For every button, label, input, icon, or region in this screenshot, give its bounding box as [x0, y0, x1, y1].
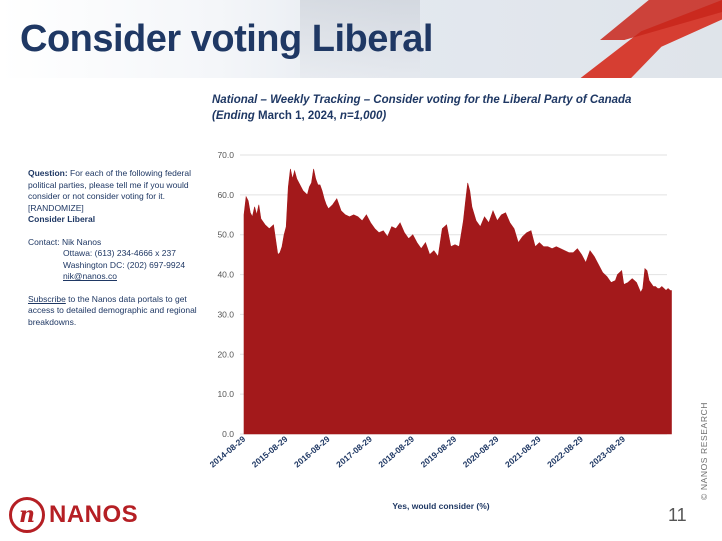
question-bold: Consider Liberal	[28, 214, 96, 224]
y-tick-label: 50.0	[217, 230, 234, 240]
chart-title: National – Weekly Tracking – Consider vo…	[212, 92, 631, 124]
x-tick-label: 2021-08-29	[503, 434, 543, 470]
x-axis-label: Yes, would consider (%)	[392, 501, 489, 511]
x-tick-label: 2017-08-29	[334, 434, 374, 470]
logo-text: NANOS	[49, 501, 139, 528]
y-tick-label: 60.0	[217, 190, 234, 200]
page-number: 11	[668, 505, 687, 525]
x-tick-label: 2023-08-29	[587, 434, 627, 470]
x-tick-label: 2016-08-29	[292, 434, 332, 470]
subscribe-link[interactable]: Subscribe	[28, 293, 66, 304]
y-tick-label: 40.0	[217, 270, 234, 280]
logo-mark: n	[9, 497, 45, 533]
x-tick-label: 2022-08-29	[545, 434, 585, 470]
subscribe-block: Subscribe to the Nanos data portals to g…	[28, 294, 203, 329]
chart-title-ending: (Ending	[212, 110, 258, 122]
page-title: Consider voting Liberal	[20, 18, 433, 60]
y-tick-label: 70.0	[217, 150, 234, 160]
question-text: For each of the following federal politi…	[28, 168, 191, 213]
question-label: Question:	[28, 168, 68, 178]
chart-title-sample: n=1,000)	[339, 110, 387, 122]
contact-washington: Washington DC: (202) 697-9924	[63, 259, 186, 270]
chart-title-line2: (Ending March 1, 2024, n=1,000)	[212, 108, 631, 124]
x-tick-label: 2020-08-29	[461, 434, 501, 470]
subscribe-text: to the Nanos data portals to get access …	[28, 293, 197, 327]
nanos-logo: n NANOS	[9, 497, 138, 533]
x-tick-label: 2019-08-29	[419, 434, 459, 470]
question-block: Question: For each of the following fede…	[28, 168, 203, 214]
question-panel: Question: For each of the following fede…	[28, 168, 203, 328]
y-tick-label: 0.0	[222, 429, 234, 439]
y-tick-label: 10.0	[217, 389, 234, 399]
x-tick-label: 2014-08-29	[208, 434, 248, 470]
y-tick-label: 30.0	[217, 309, 234, 319]
contact-label: Contact: Nik Nanos	[28, 236, 102, 247]
copyright: © NANOS RESEARCH	[699, 401, 709, 500]
x-tick-label: 2018-08-29	[376, 434, 416, 470]
chart-title-date: March 1, 2024,	[258, 110, 340, 122]
y-tick-label: 20.0	[217, 349, 234, 359]
series-area	[243, 168, 672, 435]
chart-title-line1: National – Weekly Tracking – Consider vo…	[212, 94, 632, 106]
contact-email-link[interactable]: nik@nanos.co	[63, 271, 117, 281]
x-tick-label: 2015-08-29	[250, 434, 290, 470]
contact-ottawa: Ottawa: (613) 234-4666 x 237	[63, 248, 176, 258]
parliament-image	[300, 0, 420, 78]
